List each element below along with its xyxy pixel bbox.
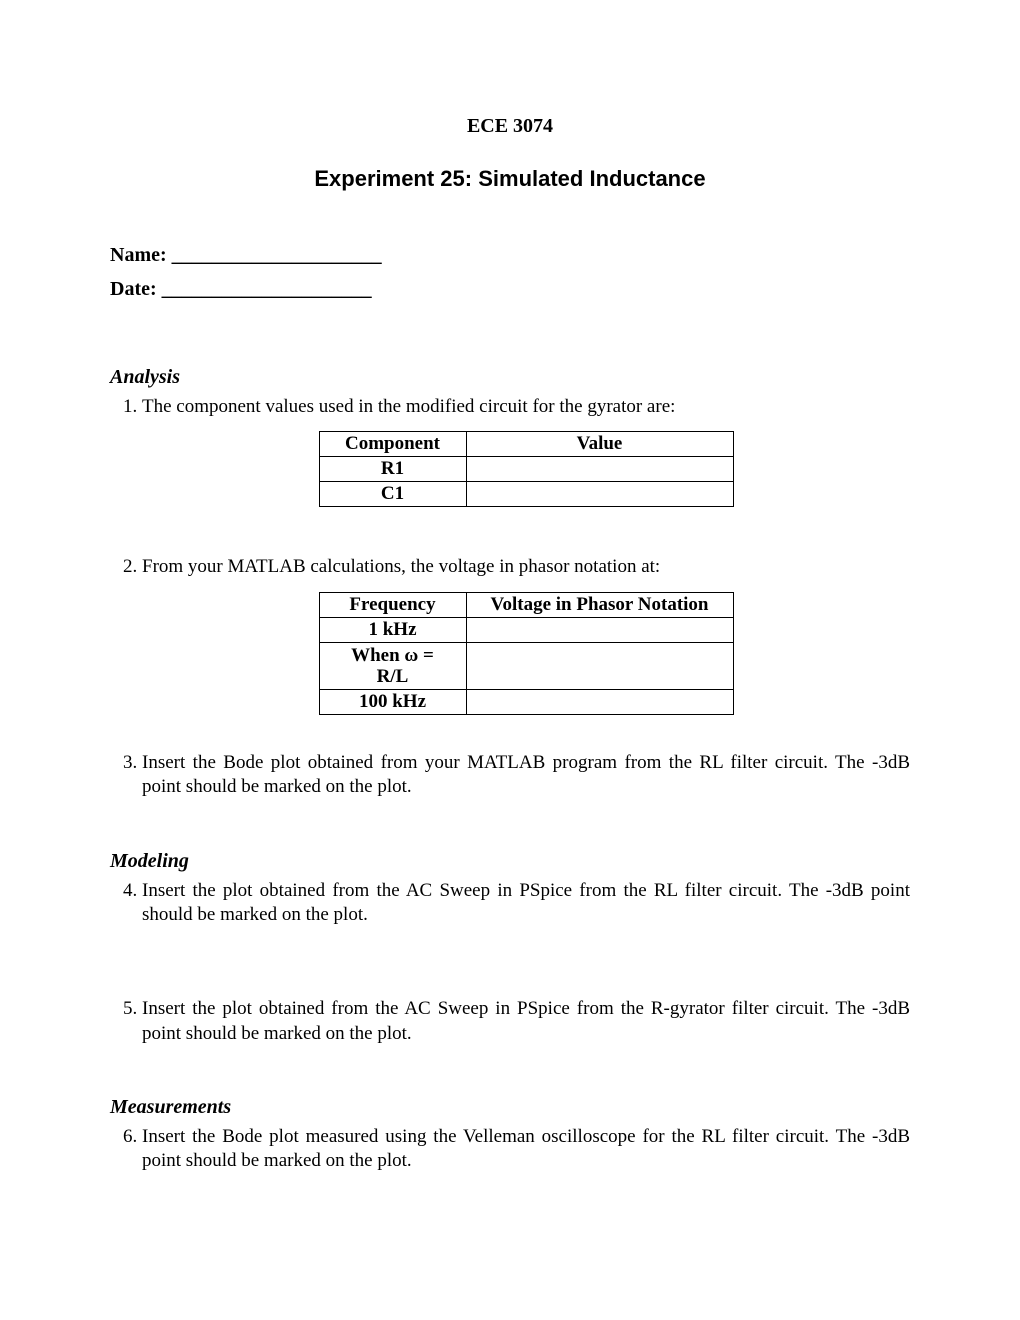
item-5-text: Insert the plot obtained from the AC Swe… xyxy=(142,998,910,1043)
date-field-label: Date: _____________________ xyxy=(110,272,910,306)
frequency-table: Frequency Voltage in Phasor Notation 1 k… xyxy=(319,592,734,716)
item-4-text: Insert the plot obtained from the AC Swe… xyxy=(142,880,910,925)
page: ECE 3074 Experiment 25: Simulated Induct… xyxy=(0,0,1020,1320)
cell-value xyxy=(466,482,733,507)
section-heading-analysis: Analysis xyxy=(110,366,910,389)
item-2: From your MATLAB calculations, the volta… xyxy=(142,555,910,715)
table-1-wrap: Component Value R1 C1 xyxy=(142,431,910,507)
table-row: Frequency Voltage in Phasor Notation xyxy=(319,592,733,617)
cell-frequency: 1 kHz xyxy=(319,617,466,642)
component-table: Component Value R1 C1 xyxy=(319,431,734,507)
name-field-label: Name: _____________________ xyxy=(110,238,910,272)
experiment-title: Experiment 25: Simulated Inductance xyxy=(110,166,910,192)
cell-value xyxy=(466,457,733,482)
name-date-block: Name: _____________________ Date: ______… xyxy=(110,238,910,306)
table-row: 100 kHz xyxy=(319,690,733,715)
section-heading-measurements: Measurements xyxy=(110,1096,910,1119)
table-header-component: Component xyxy=(319,432,466,457)
cell-freq-line1: When ω = xyxy=(328,645,458,666)
item-1: The component values used in the modifie… xyxy=(142,395,910,507)
table-header-voltage: Voltage in Phasor Notation xyxy=(466,592,733,617)
cell-frequency: When ω = R/L xyxy=(319,642,466,690)
cell-voltage xyxy=(466,617,733,642)
cell-freq-line2: R/L xyxy=(328,666,458,687)
cell-voltage xyxy=(466,690,733,715)
item-6: Insert the Bode plot measured using the … xyxy=(142,1125,910,1174)
section-heading-modeling: Modeling xyxy=(110,850,910,873)
item-1-text: The component values used in the modifie… xyxy=(142,396,675,417)
table-row: When ω = R/L xyxy=(319,642,733,690)
item-3-text: Insert the Bode plot obtained from your … xyxy=(142,752,910,797)
spacer xyxy=(110,810,910,850)
item-3: Insert the Bode plot obtained from your … xyxy=(142,751,910,800)
cell-frequency: 100 kHz xyxy=(319,690,466,715)
table-header-frequency: Frequency xyxy=(319,592,466,617)
table-header-value: Value xyxy=(466,432,733,457)
table-row: Component Value xyxy=(319,432,733,457)
table-row: 1 kHz xyxy=(319,617,733,642)
course-code: ECE 3074 xyxy=(110,115,910,138)
table-row: C1 xyxy=(319,482,733,507)
spacer xyxy=(110,937,910,997)
table-2-wrap: Frequency Voltage in Phasor Notation 1 k… xyxy=(142,592,910,716)
item-5: Insert the plot obtained from the AC Swe… xyxy=(142,997,910,1046)
cell-component: R1 xyxy=(319,457,466,482)
item-4: Insert the plot obtained from the AC Swe… xyxy=(142,879,910,928)
item-2-text: From your MATLAB calculations, the volta… xyxy=(142,556,660,577)
cell-component: C1 xyxy=(319,482,466,507)
cell-voltage xyxy=(466,642,733,690)
spacer xyxy=(110,1056,910,1096)
table-row: R1 xyxy=(319,457,733,482)
item-6-text: Insert the Bode plot measured using the … xyxy=(142,1126,910,1171)
